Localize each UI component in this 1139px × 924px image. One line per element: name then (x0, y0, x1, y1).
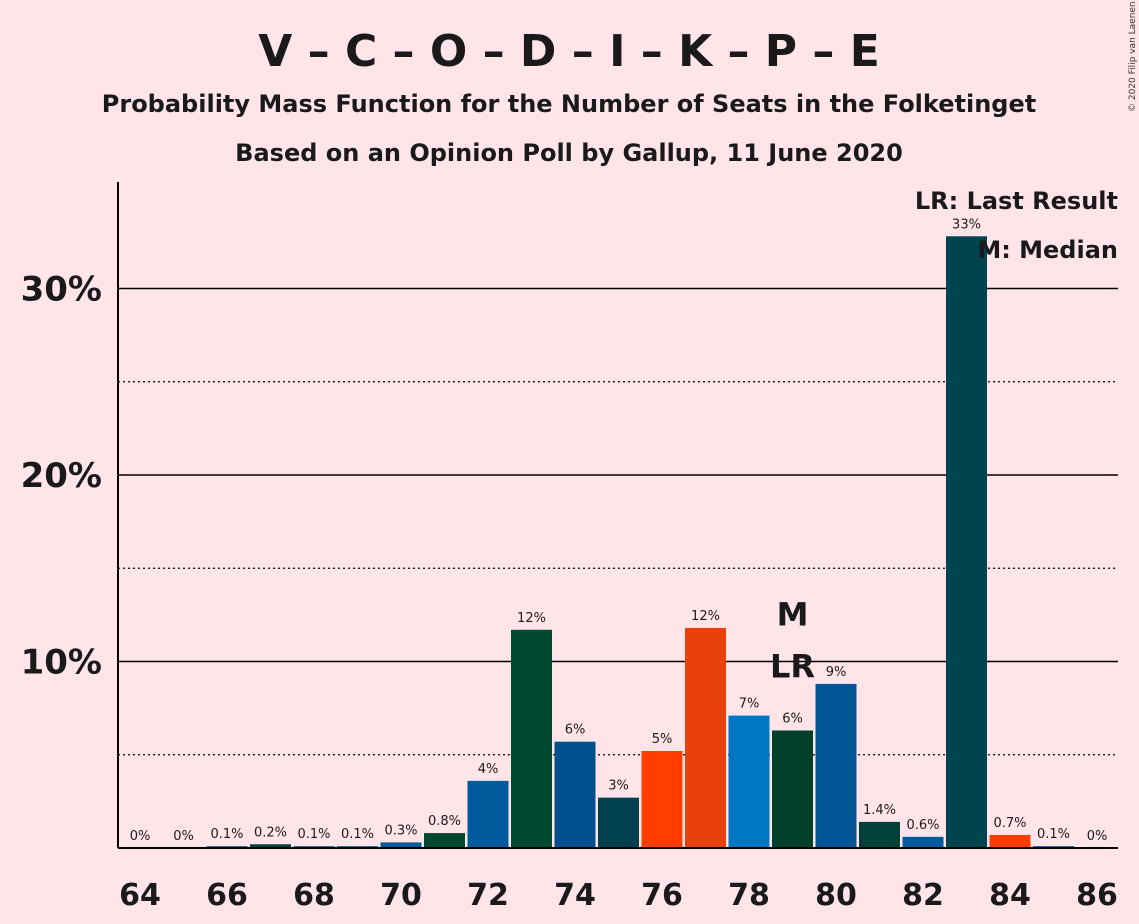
x-tick-label: 74 (554, 878, 596, 913)
data-label-seats-69: 0.1% (341, 827, 374, 842)
x-tick-label: 72 (467, 878, 509, 913)
x-tick-label: 78 (728, 878, 770, 913)
data-label-seats-71: 0.8% (428, 814, 461, 829)
bar-seats-74 (554, 741, 596, 848)
data-label-seats-78: 7% (739, 697, 760, 712)
data-label-seats-76: 5% (652, 732, 673, 747)
data-label-seats-83: 33% (952, 217, 981, 232)
axes-group: 10% 20% 30% 64 66 68 70 72 74 76 78 80 82 84 86 (21, 182, 1118, 913)
data-label-seats-68: 0.1% (297, 827, 330, 842)
x-tick-label: 82 (902, 878, 944, 913)
bar-seats-71 (424, 833, 465, 848)
legend-last-result: LR: Last Result (915, 187, 1118, 215)
bar-seats-76 (641, 751, 683, 848)
x-tick-label: 76 (641, 878, 683, 913)
data-label-seats-85: 0.1% (1037, 827, 1070, 842)
x-tick-label: 66 (206, 878, 248, 913)
data-label-seats-73: 12% (517, 611, 546, 626)
data-label-seats-80: 9% (826, 665, 847, 680)
y-tick-label: 30% (21, 270, 102, 310)
data-labels-group: 0% 0% 0.1% 0.2% 0.1% 0.1% 0.3% 0.8% 4% 12% 6% 3% 5% 1… (130, 217, 1108, 844)
data-label-seats-64: 0% (130, 829, 151, 844)
data-label-seats-65: 0% (173, 829, 194, 844)
bar-seats-75 (598, 797, 639, 848)
bar-seats-73 (511, 629, 552, 848)
x-tick-label: 64 (119, 878, 161, 913)
bar-seats-82 (902, 836, 944, 848)
bar-seats-83 (946, 236, 987, 848)
data-label-seats-72: 4% (478, 762, 499, 777)
data-label-seats-86: 0% (1087, 829, 1108, 844)
data-label-seats-70: 0.3% (384, 823, 417, 838)
x-tick-label: 86 (1076, 878, 1118, 913)
chart-title: V – C – O – D – I – K – P – E (258, 26, 880, 77)
y-tick-label: 20% (21, 456, 102, 496)
copyright-notice: © 2020 Filip van Laenen (1128, 1, 1138, 112)
data-label-seats-81: 1.4% (863, 803, 896, 818)
chart-subtitle: Probability Mass Function for the Number… (102, 90, 1036, 118)
data-label-seats-82: 0.6% (906, 818, 939, 833)
data-label-seats-84: 0.7% (993, 816, 1026, 831)
data-label-seats-66: 0.1% (210, 827, 243, 842)
x-tick-label: 68 (293, 878, 335, 913)
x-tick-label: 70 (380, 878, 422, 913)
bar-seats-79 (772, 730, 813, 848)
bar-seats-84 (989, 834, 1031, 848)
data-label-seats-79: 6% (782, 712, 803, 727)
marker-m: M (777, 596, 809, 634)
chart-subtitle-source: Based on an Opinion Poll by Gallup, 11 J… (235, 139, 903, 167)
bar-seats-67 (250, 844, 291, 848)
data-label-seats-74: 6% (565, 723, 586, 738)
data-label-seats-67: 0.2% (254, 825, 287, 840)
bar-seats-81 (859, 821, 900, 848)
marker-lr: LR (770, 648, 815, 686)
bar-seats-80 (815, 683, 857, 848)
bars-group (206, 236, 1074, 848)
bar-seats-72 (467, 780, 509, 848)
y-tick-label: 10% (21, 643, 102, 683)
x-tick-label: 80 (815, 878, 857, 913)
bar-seats-70 (380, 842, 422, 848)
markers-group: M LR (770, 596, 815, 686)
bar-seats-77 (685, 627, 726, 848)
data-label-seats-75: 3% (608, 779, 629, 794)
legend-median: M: Median (977, 236, 1118, 264)
data-label-seats-77: 12% (691, 609, 720, 624)
bar-seats-78 (728, 715, 770, 848)
x-tick-label: 84 (989, 878, 1031, 913)
